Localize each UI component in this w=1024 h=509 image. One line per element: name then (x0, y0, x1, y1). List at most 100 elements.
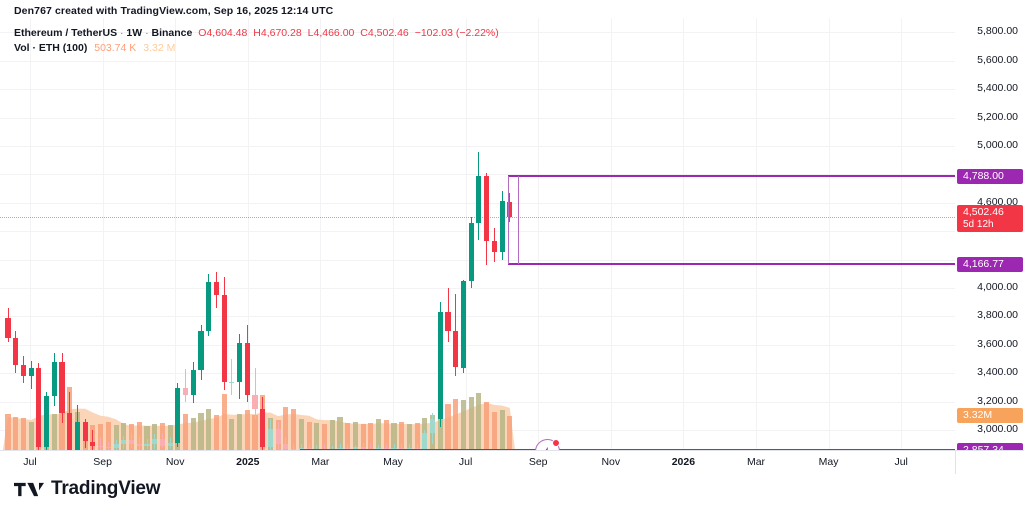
gridline-horizontal (0, 259, 955, 261)
candle-body (252, 394, 258, 409)
price-tick-label: 3,800.00 (977, 309, 1018, 322)
candle-body (237, 343, 243, 382)
time-tick-label: Sep (93, 456, 112, 468)
volume-bar (252, 415, 258, 450)
volume-bar (345, 422, 351, 450)
gridline-horizontal (0, 231, 955, 233)
gridline-horizontal (0, 32, 955, 34)
legend-volume-ma: 3.32 M (143, 42, 176, 55)
candle-body (113, 444, 119, 448)
resistance-line[interactable] (508, 175, 955, 177)
volume-bar (190, 417, 196, 450)
price-badge-value: 4,502.46 (963, 205, 1004, 218)
tradingview-logo[interactable]: TradingView (14, 478, 161, 500)
volume-bar (144, 426, 150, 450)
price-badge-countdown: 5d 12h (963, 218, 994, 230)
legend-open: O4,604.48 (198, 27, 248, 39)
price-badge-last-price[interactable]: 4,502.46 5d 12h (957, 204, 1023, 233)
time-tick-label: May (383, 456, 403, 468)
time-tick-label: Nov (165, 456, 185, 468)
support-line-segment (300, 449, 545, 450)
candle-body (437, 312, 443, 419)
candle-body (453, 330, 459, 368)
price-badge-volume-ma[interactable]: 3.32M (957, 408, 1023, 424)
volume-bar (399, 421, 405, 450)
time-tick-label: Mar (311, 456, 330, 468)
candle-wick (185, 369, 187, 402)
legend-volume-row[interactable]: Vol · ETH (100) 503.74 K 3.32 M (14, 41, 499, 56)
range-box-edge[interactable] (518, 176, 519, 265)
gridline-vertical (610, 18, 612, 450)
candle-body (499, 201, 505, 253)
tradingview-wordmark: TradingView (51, 478, 161, 499)
volume-bar (306, 421, 312, 450)
range-box-edge[interactable] (508, 176, 509, 265)
candle-wick (393, 444, 395, 450)
candle-body (275, 428, 281, 445)
gridline-vertical (901, 18, 903, 450)
legend-high: H4,670.28 (253, 27, 302, 39)
volume-bar (221, 394, 227, 450)
candle-body (422, 432, 428, 449)
candle-body (460, 280, 467, 368)
mid-support-line[interactable] (508, 263, 955, 266)
price-tick-label: 5,200.00 (977, 110, 1018, 123)
price-badge-value: 3.32M (963, 409, 993, 422)
candle-body (399, 448, 405, 450)
replay-alert-dot (551, 438, 560, 447)
candle-body (337, 448, 343, 450)
volume-bar (5, 414, 11, 450)
candle-body (213, 282, 219, 296)
candle-body (167, 442, 173, 446)
candle-body (159, 438, 165, 446)
volume-bar (291, 409, 297, 450)
volume-bar (20, 417, 26, 450)
price-badge-support-mid[interactable]: 4,166.77 (957, 257, 1023, 273)
volume-bar (383, 420, 389, 450)
price-badge-resistance[interactable]: 4,788.00 (957, 169, 1023, 185)
volume-bar (51, 414, 57, 450)
candle-wick (146, 438, 148, 450)
price-badge-value: 4,166.77 (963, 258, 1004, 271)
volume-bar (491, 411, 497, 450)
price-axis[interactable]: 5,800.00 5,600.00 5,400.00 5,200.00 5,000.00… (955, 18, 1024, 475)
volume-bar (337, 416, 343, 450)
candle-body (314, 448, 320, 450)
candle-body (476, 175, 482, 223)
candle-body (306, 447, 312, 450)
support-line[interactable] (300, 449, 955, 450)
candle-wick (385, 443, 387, 450)
volume-bar (105, 421, 111, 450)
price-tick-label: 5,800.00 (977, 25, 1018, 38)
gridline-vertical (320, 18, 322, 450)
gridline-vertical (247, 18, 249, 450)
legend-interval[interactable]: 1W (126, 27, 143, 39)
legend-volume-title[interactable]: Vol · ETH (100) (14, 42, 88, 55)
volume-bar (13, 416, 19, 450)
candle-wick (378, 445, 380, 450)
candlestick-series (0, 18, 955, 450)
candle-body (321, 448, 328, 450)
candle-body (283, 444, 289, 449)
legend-sep-2: · (145, 27, 149, 39)
time-tick-label: Jul (894, 456, 908, 468)
volume-bar (460, 400, 467, 450)
candle-body (206, 282, 212, 331)
time-axis[interactable]: Jul Sep Nov 2025 Mar May Jul Sep Nov 2026 Mar May Ju… (0, 450, 955, 475)
tradingview-mark-icon (14, 482, 44, 496)
volume-bar (98, 424, 104, 450)
price-tick-label: 5,400.00 (977, 82, 1018, 95)
chart-pane[interactable] (0, 18, 955, 450)
candle-body (121, 440, 127, 445)
candle-body (229, 381, 235, 384)
gridline-horizontal (0, 373, 955, 375)
candle-body (260, 408, 266, 448)
candle-wick (370, 444, 372, 450)
legend-close: C4,502.46 (360, 27, 409, 39)
legend-symbol[interactable]: Ethereum / TetherUS (14, 27, 118, 39)
candle-wick (339, 444, 341, 450)
gridline-vertical (102, 18, 104, 450)
time-tick-label: Mar (746, 456, 766, 468)
volume-bar (453, 399, 459, 450)
legend-symbol-row[interactable]: Ethereum / TetherUS · 1W · Binance O4,60… (14, 26, 499, 41)
